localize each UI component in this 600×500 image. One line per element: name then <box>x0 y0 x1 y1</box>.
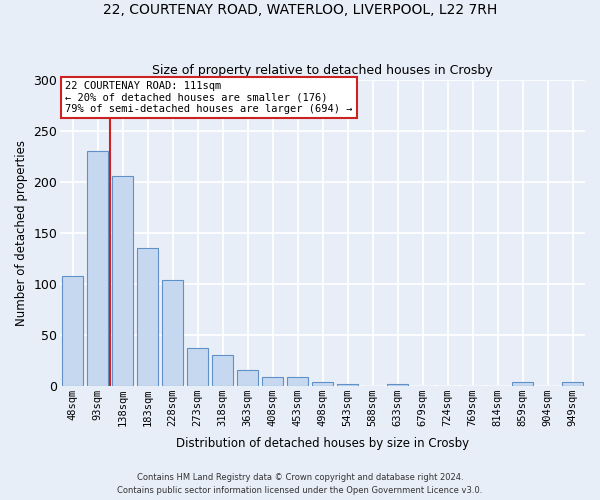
Bar <box>387 384 408 386</box>
Bar <box>87 151 109 386</box>
Text: 22 COURTENAY ROAD: 111sqm
← 20% of detached houses are smaller (176)
79% of semi: 22 COURTENAY ROAD: 111sqm ← 20% of detac… <box>65 81 353 114</box>
Bar <box>512 382 533 386</box>
X-axis label: Distribution of detached houses by size in Crosby: Distribution of detached houses by size … <box>176 437 469 450</box>
Text: Contains HM Land Registry data © Crown copyright and database right 2024.
Contai: Contains HM Land Registry data © Crown c… <box>118 474 482 495</box>
Title: Size of property relative to detached houses in Crosby: Size of property relative to detached ho… <box>152 64 493 77</box>
Y-axis label: Number of detached properties: Number of detached properties <box>15 140 28 326</box>
Text: 22, COURTENAY ROAD, WATERLOO, LIVERPOOL, L22 7RH: 22, COURTENAY ROAD, WATERLOO, LIVERPOOL,… <box>103 2 497 16</box>
Bar <box>287 378 308 386</box>
Bar <box>162 280 183 386</box>
Bar <box>262 378 283 386</box>
Bar <box>312 382 333 386</box>
Bar <box>562 382 583 386</box>
Bar <box>237 370 258 386</box>
Bar <box>137 248 158 386</box>
Bar <box>62 276 83 386</box>
Bar <box>212 355 233 386</box>
Bar <box>112 176 133 386</box>
Bar <box>337 384 358 386</box>
Bar <box>187 348 208 386</box>
